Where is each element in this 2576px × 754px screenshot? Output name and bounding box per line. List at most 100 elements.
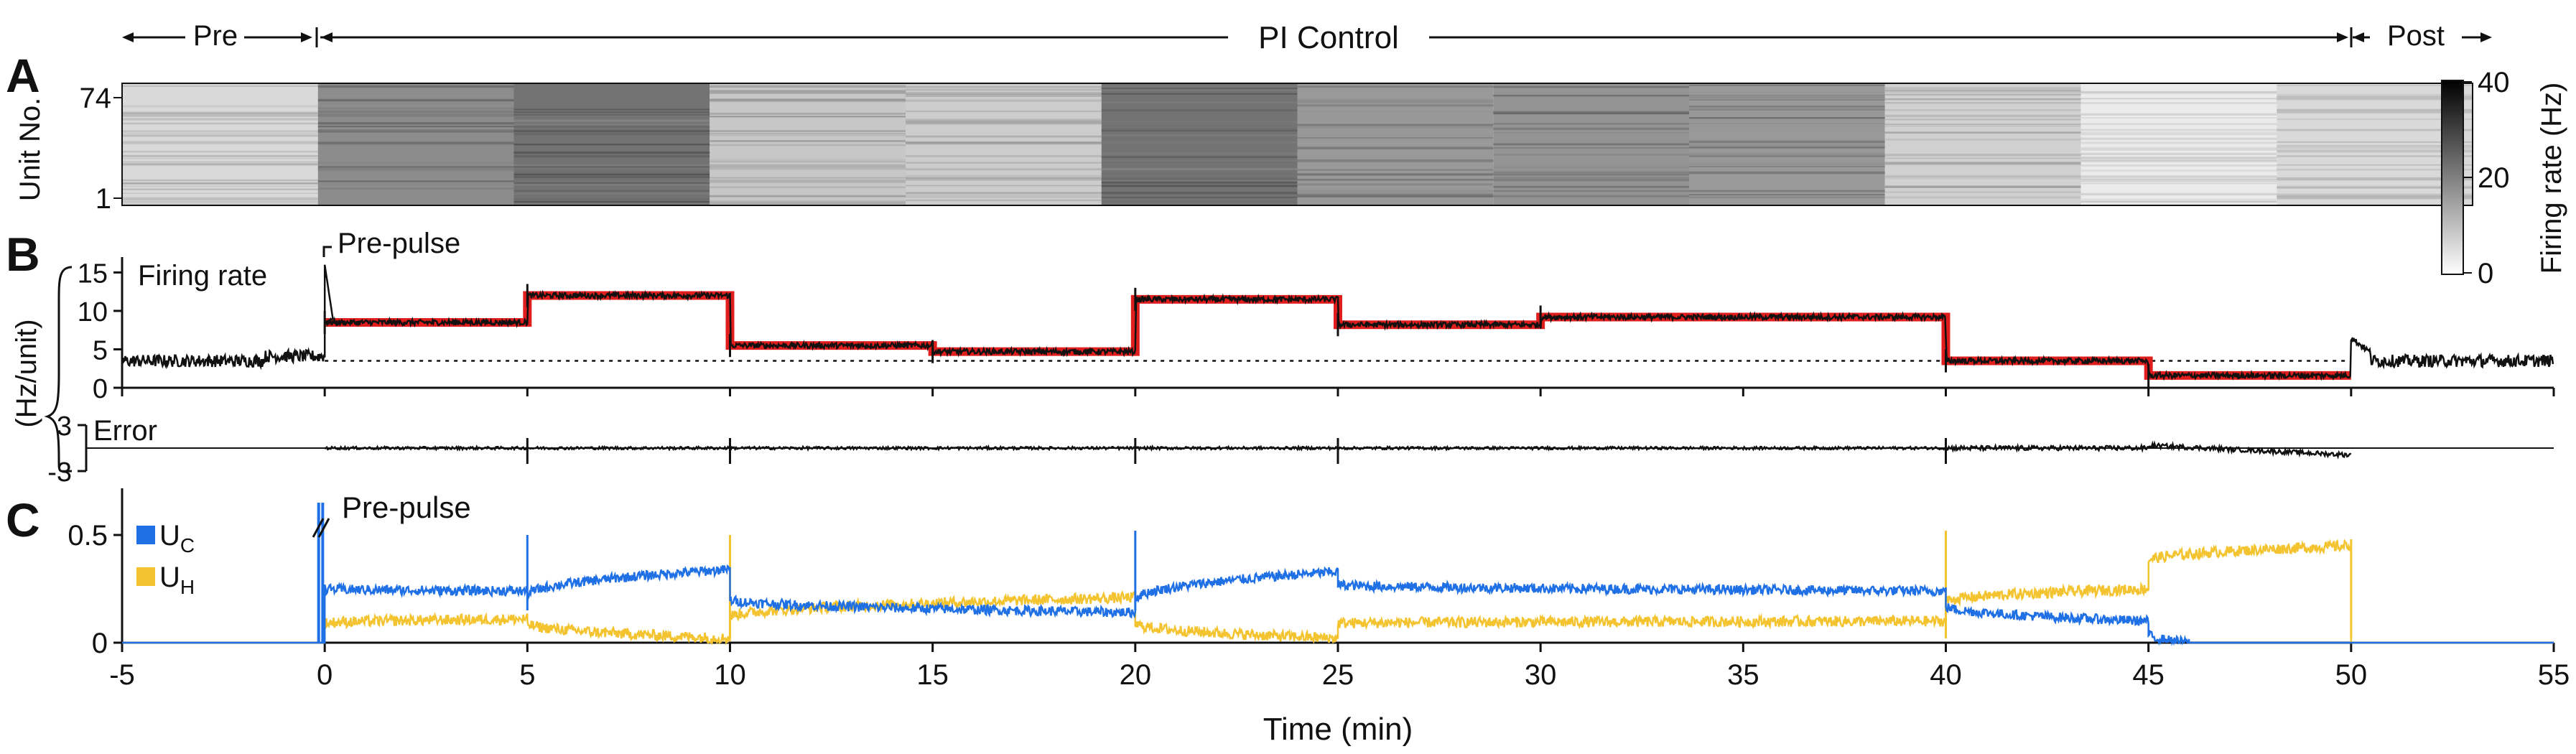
ylabel-brace	[44, 266, 73, 473]
heatmap-unit-row	[1493, 128, 1689, 131]
heatmap-unit-row	[710, 195, 906, 197]
heatmap-unit-row	[1297, 160, 1494, 163]
heatmap-unit-row	[1493, 112, 1689, 115]
heatmap-unit-row	[1101, 129, 1298, 131]
heatmap-unit-row	[1493, 190, 1689, 192]
heatmap-unit-row	[1297, 141, 1494, 145]
heatmap-unit-row	[122, 179, 318, 182]
heatmap-unit-row	[2277, 93, 2473, 96]
time-xticks: -5 0 5 10 15 20 25 30 35 40 45 50 55	[109, 643, 2570, 691]
heatmap-unit-row	[1101, 173, 1298, 174]
heatmap-unit-row	[1101, 88, 1298, 90]
panel-b-ylabel: (Hz/unit)	[11, 319, 42, 427]
heatmap-unit-row	[906, 86, 1102, 88]
heatmap-unit-row	[2277, 193, 2473, 195]
phase-label-pre: Pre	[193, 20, 238, 52]
heatmap-unit-row	[1493, 132, 1689, 134]
heatmap-unit-row	[122, 114, 318, 117]
heatmap-segment	[710, 83, 906, 205]
heatmap-unit-row	[1689, 108, 1885, 111]
heatmap-unit-row	[1493, 94, 1689, 96]
heatmap-unit-row	[1884, 98, 2081, 100]
heatmap-unit-row	[513, 167, 710, 170]
heatmap-unit-row	[513, 164, 710, 167]
colorbar-label: Firing rate (Hz)	[2536, 83, 2567, 274]
heatmap-unit-row	[1493, 123, 1689, 125]
heatmap-unit-row	[1884, 196, 2081, 199]
heatmap-unit-row	[1689, 172, 1885, 174]
heatmap-unit-row	[513, 197, 710, 201]
time-xlabel: Time (min)	[1263, 712, 1413, 747]
heatmap-unit-row	[1884, 89, 2081, 91]
heatmap-unit-row	[1689, 194, 1885, 196]
heatmap-unit-row	[2080, 182, 2277, 185]
heatmap-unit-row	[2080, 133, 2277, 136]
heatmap-unit-row	[1297, 124, 1494, 126]
heatmap-segment	[122, 83, 318, 205]
heatmap-unit-row	[906, 135, 1102, 137]
heatmap-unit-row	[317, 162, 514, 164]
heatmap-unit-row	[906, 118, 1102, 120]
phase-label-post: Post	[2387, 20, 2445, 52]
heatmap-unit-row	[122, 105, 318, 108]
heatmap-unit-row	[317, 169, 514, 172]
heatmap-unit-row	[1297, 126, 1494, 129]
heatmap-unit-row	[513, 111, 710, 113]
error-label: Error	[93, 415, 157, 447]
heatmap-unit-row	[317, 180, 514, 182]
heatmap-unit-row	[1297, 190, 1494, 192]
heatmap-unit-row	[122, 192, 318, 194]
heatmap-unit-row	[513, 151, 710, 154]
heatmap-unit-row	[1493, 177, 1689, 180]
heatmap-unit-row	[2080, 193, 2277, 196]
time-xtick-label: 50	[2335, 659, 2368, 691]
heatmap-unit-row	[122, 203, 318, 206]
heatmap-unit-row	[1101, 88, 1298, 90]
heatmap-unit-row	[2277, 141, 2473, 143]
heatmap-unit-row	[710, 130, 906, 133]
heatmap-unit-row	[1884, 191, 2081, 193]
heatmap-unit-row	[2277, 109, 2473, 112]
heatmap-unit-row	[710, 89, 906, 93]
heatmap-unit-row	[1493, 174, 1689, 176]
firing-rate-label: Firing rate	[138, 260, 267, 292]
heatmap-unit-row	[1493, 117, 1689, 119]
heatmap-unit-row	[1884, 174, 2081, 178]
heatmap-unit-row	[317, 114, 514, 117]
heatmap-unit-row	[2080, 192, 2277, 195]
error-series	[325, 438, 2352, 464]
heatmap-unit-row	[2277, 149, 2473, 152]
heatmap-unit-row	[1297, 126, 1494, 129]
heatmap-unit-row	[1101, 181, 1298, 184]
heatmap-unit-row	[906, 142, 1102, 145]
heatmap-unit-row	[710, 161, 906, 163]
heatmap-unit-row	[1101, 85, 1298, 88]
heatmap-unit-row	[710, 179, 906, 182]
heatmap-unit-row	[1689, 167, 1885, 169]
heatmap-unit-row	[1689, 196, 1885, 199]
heatmap-unit-row	[1297, 191, 1494, 194]
heatmap-unit-row	[1689, 172, 1885, 174]
heatmap-unit-row	[1101, 167, 1298, 170]
heatmap-unit-row	[317, 168, 514, 171]
heatmap-unit-row	[1689, 123, 1885, 124]
heatmap-unit-row	[906, 142, 1102, 144]
heatmap-unit-row	[1297, 136, 1494, 139]
heatmap-unit-row	[2277, 108, 2473, 111]
heatmap-unit-row	[513, 192, 710, 195]
heatmap-unit-row	[2277, 111, 2473, 113]
heatmap-unit-row	[710, 203, 906, 205]
heatmap-unit-row	[2277, 178, 2473, 181]
heatmap-ytick-1: 1	[96, 183, 111, 215]
heatmap-unit-row	[317, 85, 514, 88]
heatmap-unit-row	[1493, 98, 1689, 101]
heatmap-unit-row	[1689, 125, 1885, 127]
heatmap-unit-row	[2080, 123, 2277, 125]
panel-label-b: B	[6, 228, 40, 281]
heatmap-unit-row	[2277, 195, 2473, 197]
heatmap-unit-row	[2080, 141, 2277, 144]
heatmap-unit-row	[1297, 195, 1494, 197]
panel-label-c: C	[6, 493, 40, 546]
heatmap-unit-row	[906, 141, 1102, 144]
